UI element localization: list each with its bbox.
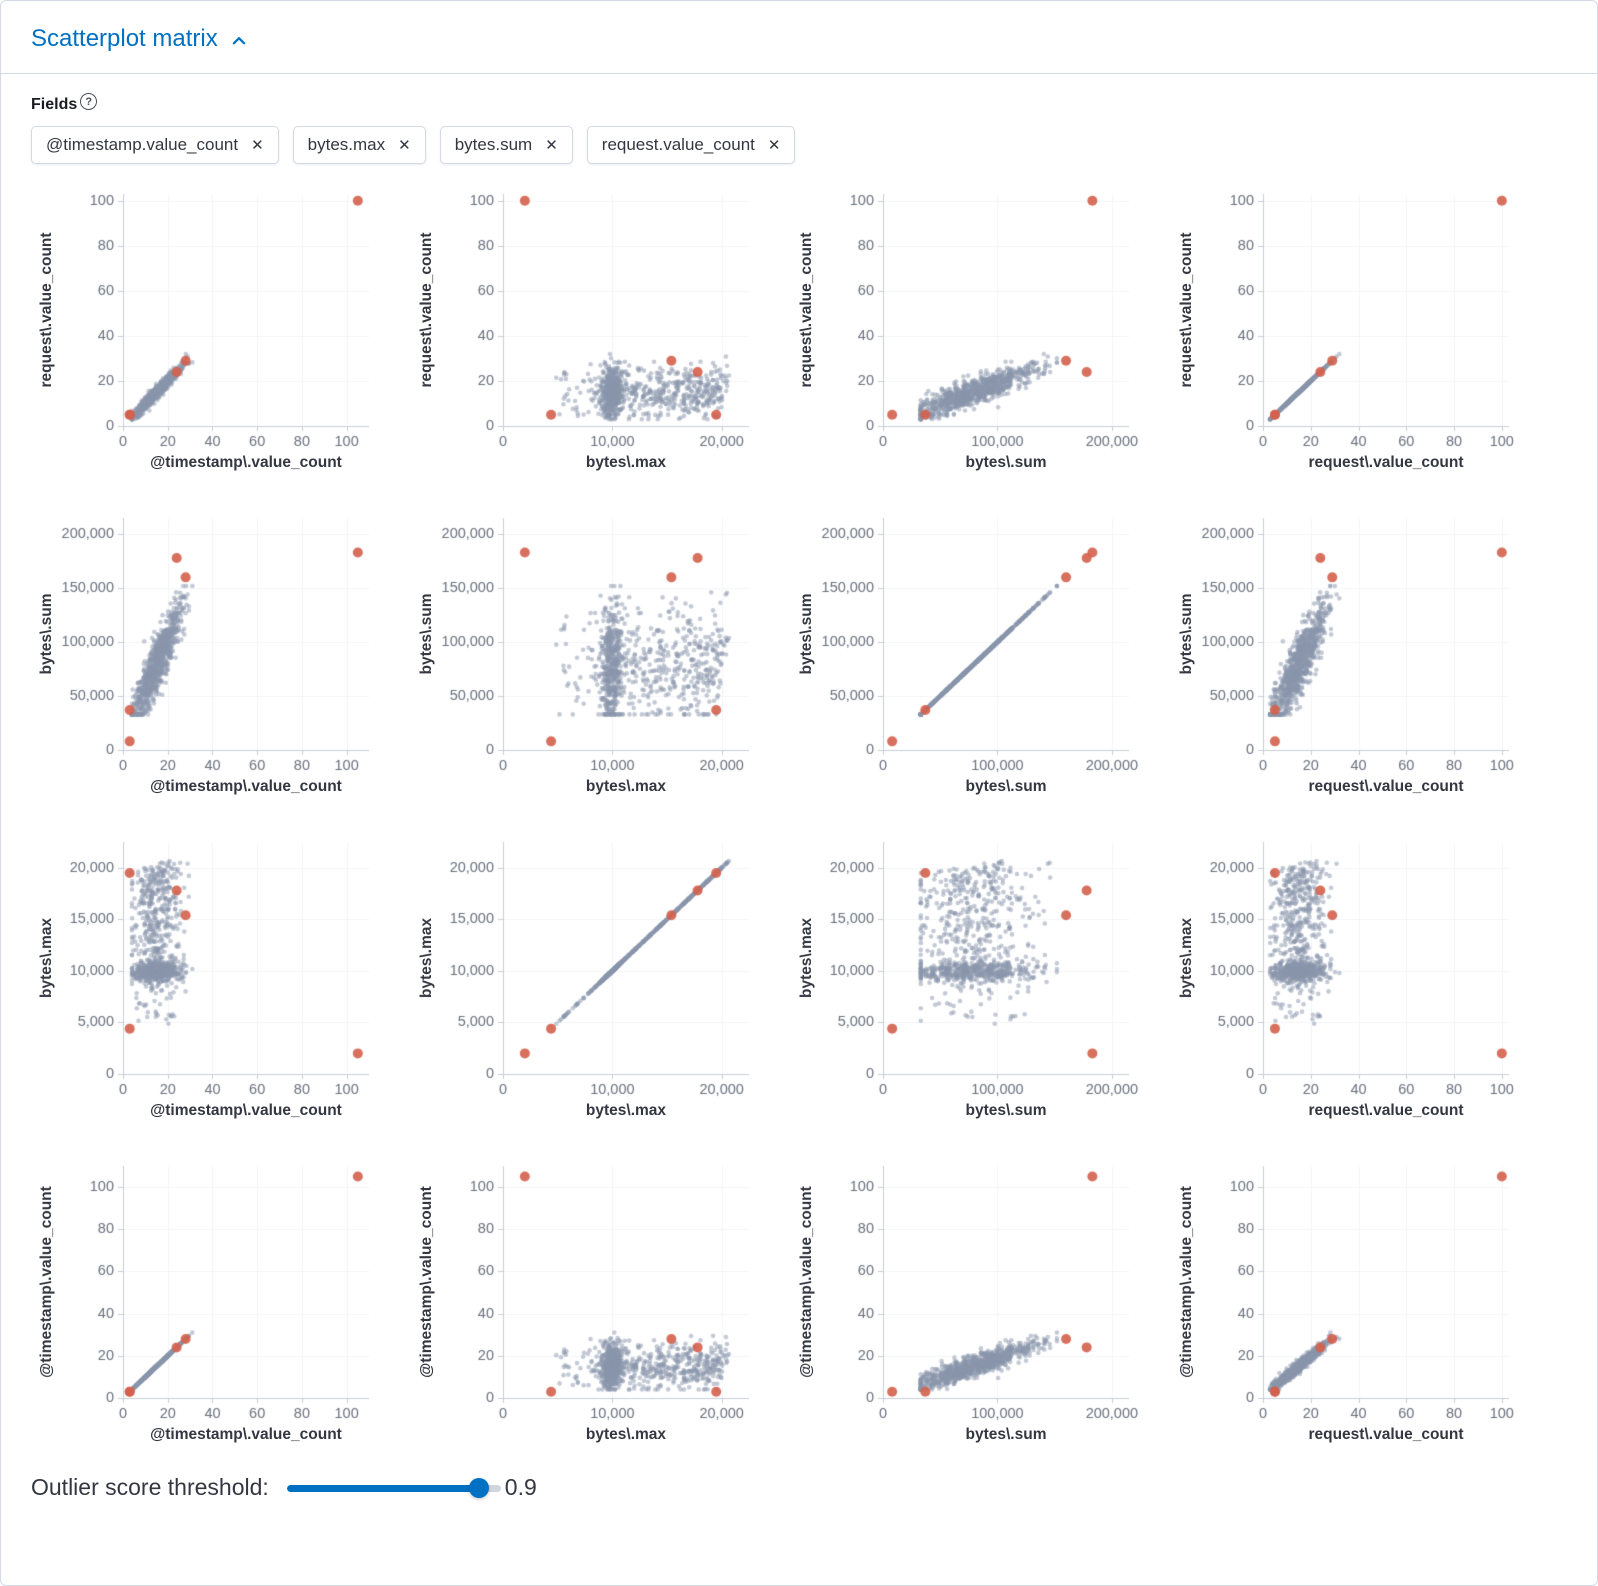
x-axis-title: @timestamp\.value_count: [150, 454, 342, 471]
scatter-cell: @timestamp\.value_count @timestamp\.value…: [31, 1152, 403, 1464]
panel-header: Scatterplot matrix: [1, 1, 1597, 74]
y-axis-title: bytes\.sum: [1178, 593, 1195, 675]
x-axis-title: request\.value_count: [1308, 454, 1464, 471]
field-chip[interactable]: bytes.sum ✕: [439, 126, 573, 164]
help-icon[interactable]: ?: [80, 93, 98, 110]
x-axis-title: request\.value_count: [1308, 1426, 1464, 1443]
scatter-cell: bytes\.max bytes\.max: [411, 828, 783, 1140]
y-axis-title: @timestamp\.value_count: [798, 1186, 815, 1378]
x-axis-title: bytes\.sum: [965, 778, 1047, 795]
slider-fill: [286, 1484, 480, 1492]
fields-chip-list: @timestamp.value_count ✕ bytes.max ✕ bytes.s…: [31, 126, 1567, 164]
y-axis-title: @timestamp\.value_count: [1178, 1186, 1195, 1378]
y-axis-title: bytes\.sum: [418, 593, 435, 675]
panel-body: Fields ? @timestamp.value_count ✕ bytes.ma…: [1, 93, 1597, 1501]
x-axis-title: bytes\.max: [585, 778, 667, 795]
field-chip[interactable]: bytes.max ✕: [292, 126, 426, 164]
scatter-cell: request\.value_count @timestamp\.value_co…: [31, 180, 403, 492]
scatter-plot-canvas[interactable]: [791, 504, 1163, 776]
y-axis-title: bytes\.max: [1178, 917, 1195, 999]
scatter-cell: bytes\.sum @timestamp\.value_count: [31, 504, 403, 816]
scatter-plot-canvas[interactable]: [31, 180, 403, 452]
y-axis-title: request\.value_count: [1178, 232, 1195, 388]
field-chip-label: bytes.sum: [454, 135, 533, 154]
y-axis-title: bytes\.max: [38, 917, 55, 999]
outlier-threshold-slider[interactable]: [286, 1477, 501, 1499]
x-axis-title: request\.value_count: [1308, 778, 1464, 795]
x-axis-title: bytes\.max: [585, 454, 667, 471]
panel-title: Scatterplot matrix: [31, 25, 218, 52]
y-axis-title: @timestamp\.value_count: [38, 1186, 55, 1378]
threshold-value: 0.9: [504, 1474, 537, 1500]
y-axis-title: request\.value_count: [798, 232, 815, 388]
slider-track[interactable]: [286, 1484, 501, 1492]
x-axis-title: request\.value_count: [1308, 1102, 1464, 1119]
slider-thumb[interactable]: [469, 1477, 490, 1498]
scatter-plot-canvas[interactable]: [1171, 828, 1543, 1100]
scatter-plot-canvas[interactable]: [791, 828, 1163, 1100]
scatter-plot-canvas[interactable]: [411, 828, 783, 1100]
scatter-cell: bytes\.max @timestamp\.value_count: [31, 828, 403, 1140]
x-axis-title: bytes\.max: [585, 1426, 667, 1443]
field-chip-label: bytes.max: [307, 135, 386, 154]
scatter-cell: request\.value_count bytes\.sum: [791, 180, 1163, 492]
scatter-cell: @timestamp\.value_count bytes\.sum: [791, 1152, 1163, 1464]
remove-field-icon[interactable]: ✕: [545, 136, 558, 154]
y-axis-title: bytes\.max: [798, 917, 815, 999]
x-axis-title: @timestamp\.value_count: [150, 778, 342, 795]
y-axis-title: bytes\.sum: [798, 593, 815, 675]
x-axis-title: bytes\.sum: [965, 1426, 1047, 1443]
remove-field-icon[interactable]: ✕: [251, 136, 264, 154]
scatterplot-matrix: request\.value_count @timestamp\.value_co…: [31, 180, 1567, 1464]
scatter-cell: request\.value_count request\.value_count: [1171, 180, 1543, 492]
scatter-cell: @timestamp\.value_count bytes\.max: [411, 1152, 783, 1464]
y-axis-title: request\.value_count: [38, 232, 55, 388]
scatter-plot-canvas[interactable]: [411, 504, 783, 776]
y-axis-title: bytes\.max: [418, 917, 435, 999]
fields-label: Fields: [31, 96, 78, 113]
panel-title-toggle[interactable]: Scatterplot matrix: [31, 25, 248, 53]
y-axis-title: @timestamp\.value_count: [418, 1186, 435, 1378]
y-axis-title: request\.value_count: [418, 232, 435, 388]
scatter-plot-canvas[interactable]: [791, 180, 1163, 452]
scatter-cell: bytes\.sum bytes\.sum: [791, 504, 1163, 816]
scatter-plot-canvas[interactable]: [31, 1152, 403, 1424]
field-chip-label: request.value_count: [601, 135, 755, 154]
remove-field-icon[interactable]: ✕: [767, 136, 781, 154]
field-chip-label: @timestamp.value_count: [46, 135, 239, 154]
scatter-cell: request\.value_count bytes\.max: [411, 180, 783, 492]
scatter-plot-canvas[interactable]: [411, 1152, 783, 1424]
x-axis-title: bytes\.sum: [965, 454, 1047, 471]
x-axis-title: bytes\.sum: [965, 1102, 1047, 1119]
scatter-cell: bytes\.sum request\.value_count: [1171, 504, 1543, 816]
scatter-cell: @timestamp\.value_count request\.value_co…: [1171, 1152, 1543, 1464]
scatter-plot-canvas[interactable]: [1171, 1152, 1543, 1424]
scatter-plot-canvas[interactable]: [31, 828, 403, 1100]
scatter-cell: bytes\.max request\.value_count: [1171, 828, 1543, 1140]
x-axis-title: @timestamp\.value_count: [150, 1102, 342, 1119]
x-axis-title: bytes\.max: [585, 1102, 667, 1119]
scatter-cell: bytes\.max bytes\.sum: [791, 828, 1163, 1140]
field-chip[interactable]: request.value_count ✕: [586, 126, 796, 164]
y-axis-title: bytes\.sum: [38, 593, 55, 675]
scatter-plot-canvas[interactable]: [411, 180, 783, 452]
scatter-plot-canvas[interactable]: [1171, 180, 1543, 452]
field-chip[interactable]: @timestamp.value_count ✕: [31, 126, 279, 164]
threshold-row: Outlier score threshold: 0.9: [31, 1474, 1567, 1501]
scatter-cell: bytes\.sum bytes\.max: [411, 504, 783, 816]
scatter-plot-canvas[interactable]: [31, 504, 403, 776]
scatter-plot-canvas[interactable]: [1171, 504, 1543, 776]
remove-field-icon[interactable]: ✕: [398, 136, 411, 154]
x-axis-title: @timestamp\.value_count: [150, 1426, 342, 1443]
chevron-up-icon: [230, 32, 248, 50]
scatter-plot-canvas[interactable]: [791, 1152, 1163, 1424]
fields-row: Fields ?: [31, 93, 1567, 114]
threshold-label: Outlier score threshold:: [31, 1474, 269, 1500]
